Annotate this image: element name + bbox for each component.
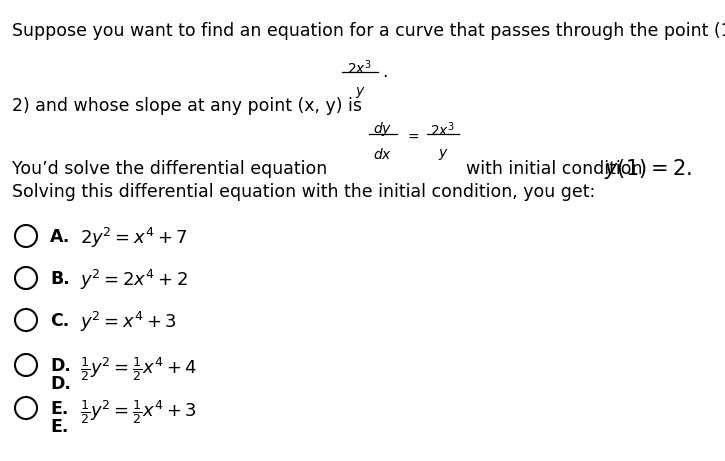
Text: $dy$: $dy$ <box>373 120 393 138</box>
Text: $=$: $=$ <box>405 129 420 143</box>
Text: $y^2 = 2x^4+2$: $y^2 = 2x^4+2$ <box>80 268 188 292</box>
Text: 2) and whose slope at any point (x, y) is: 2) and whose slope at any point (x, y) i… <box>12 97 362 115</box>
Text: A.: A. <box>50 228 70 246</box>
Text: .: . <box>382 63 387 81</box>
Text: $y^2 = x^4+3$: $y^2 = x^4+3$ <box>80 310 177 334</box>
Text: You’d solve the differential equation: You’d solve the differential equation <box>12 160 327 178</box>
Text: D.: D. <box>50 357 71 375</box>
Text: $\frac{1}{2}y^2 = \frac{1}{2}x^4+4$: $\frac{1}{2}y^2 = \frac{1}{2}x^4+4$ <box>80 355 197 383</box>
Text: B.: B. <box>50 270 70 288</box>
Text: $2x^3$: $2x^3$ <box>431 120 455 139</box>
Text: $2y^2 = x^4+7$: $2y^2 = x^4+7$ <box>80 226 188 250</box>
Text: $y$: $y$ <box>438 147 448 162</box>
Text: $dx$: $dx$ <box>373 147 392 162</box>
Text: $\frac{1}{2}y^2 = \frac{1}{2}x^4+3$: $\frac{1}{2}y^2 = \frac{1}{2}x^4+3$ <box>80 398 196 426</box>
Text: $\mathit{y}(1) = 2.$: $\mathit{y}(1) = 2.$ <box>604 157 692 181</box>
Text: E.: E. <box>50 400 68 418</box>
Text: C.: C. <box>50 312 70 330</box>
Text: E.: E. <box>50 418 68 436</box>
Text: $y$: $y$ <box>355 85 365 100</box>
Text: Suppose you want to find an equation for a curve that passes through the point (: Suppose you want to find an equation for… <box>12 22 725 40</box>
Text: Solving this differential equation with the initial condition, you get:: Solving this differential equation with … <box>12 183 595 201</box>
Text: with initial condition: with initial condition <box>466 160 642 178</box>
Text: D.: D. <box>50 375 71 393</box>
Text: $2x^3$: $2x^3$ <box>347 58 373 77</box>
